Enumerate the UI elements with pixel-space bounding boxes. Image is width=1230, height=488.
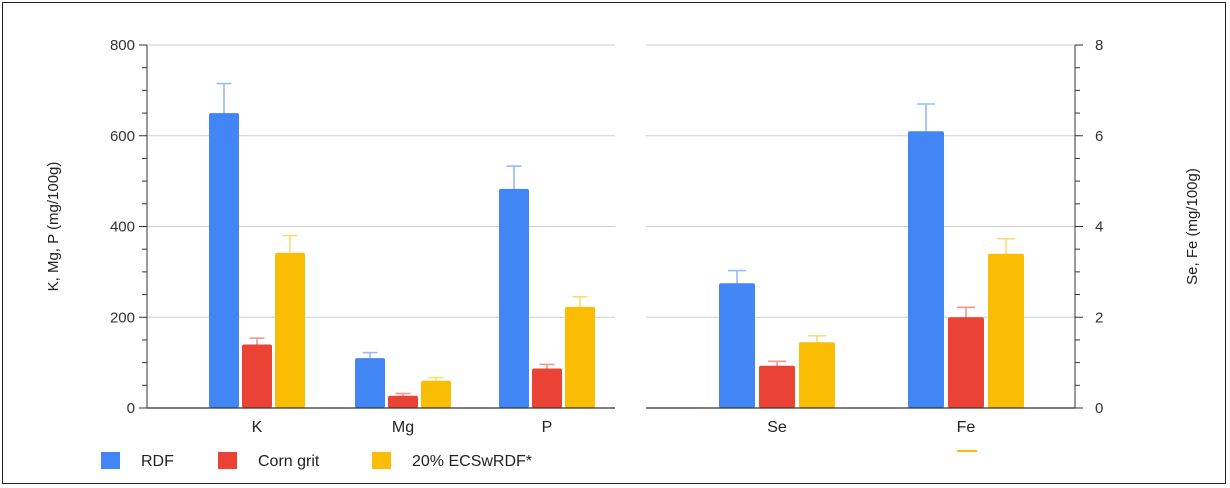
bar-20-ecswrdf-fe (988, 253, 1024, 408)
x-category-label: P (542, 419, 553, 436)
y-tick-label: 0 (1095, 400, 1103, 417)
error-bar-rdf-mg (362, 351, 378, 365)
error-bar-20-ecswrdf-k (282, 234, 298, 271)
y-tick-label: 0 (127, 400, 135, 417)
y-tick-label: 600 (110, 128, 135, 145)
legend: RDF Corn grit 20% ECSwRDF* (101, 450, 977, 470)
error-bar-corn-grit-fe (957, 306, 975, 329)
legend-item-corn-grit: Corn grit (218, 452, 320, 470)
bar-rdf-fe (908, 131, 944, 408)
bar-corn-grit-fe (948, 317, 984, 408)
legend-item-rdf: RDF (101, 452, 174, 470)
error-bar-rdf-p (506, 165, 522, 213)
error-bar-rdf-k (216, 82, 232, 144)
y-tick-label: 4 (1095, 219, 1103, 236)
error-bar-corn-grit-se (768, 360, 786, 372)
bar-20-ecswrdf-k (275, 252, 305, 408)
x-category-label: Fe (957, 419, 976, 436)
right-axis-title: Se, Fe (mg/100g) (1184, 168, 1201, 285)
labels: 0 200 400 600 800 K Mg P K, Mg, P (mg/100g) 0 2 4 6 8… (45, 37, 1201, 436)
x-category-label: Mg (392, 419, 414, 436)
bar-rdf-se (719, 283, 755, 408)
bar-rdf-p (499, 188, 529, 408)
error-bar-20-ecswrdf-se (808, 335, 826, 350)
error-bar-20-ecswrdf-fe (997, 237, 1015, 270)
error-bar-corn-grit-p (539, 363, 555, 374)
left-axis-title: K, Mg, P (mg/100g) (45, 162, 62, 292)
legend-swatch (218, 452, 237, 469)
error-bar-20-ecswrdf-p (572, 296, 588, 318)
legend-label: 20% ECSwRDF* (412, 453, 532, 470)
legend-item-20-ecswrdf: 20% ECSwRDF* (372, 452, 532, 470)
bar-rdf-k (209, 113, 239, 408)
bars (209, 82, 1024, 408)
bar-corn-grit-p (532, 368, 562, 408)
legend-swatch (372, 452, 391, 469)
legend-swatch (101, 452, 120, 469)
bar-rdf-mg (355, 358, 385, 408)
bar-20-ecswrdf-mg (421, 380, 451, 408)
y-tick-label: 6 (1095, 128, 1103, 145)
error-bar-rdf-fe (917, 103, 935, 160)
legend-label: RDF (141, 453, 174, 470)
y-tick-label: 200 (110, 309, 135, 326)
bar-20-ecswrdf-p (565, 306, 595, 408)
y-tick-label: 8 (1095, 37, 1103, 54)
error-bar-20-ecswrdf-mg (428, 376, 444, 385)
bar-corn-grit-se (759, 365, 795, 408)
legend-label: Corn grit (258, 453, 320, 470)
bar-corn-grit-k (242, 344, 272, 408)
y-tick-label: 800 (110, 37, 135, 54)
x-category-label: Se (767, 419, 787, 436)
y-tick-label: 400 (110, 219, 135, 236)
bar-20-ecswrdf-se (799, 342, 835, 408)
error-bar-corn-grit-k (249, 337, 265, 352)
x-category-label: K (252, 419, 263, 436)
axes (139, 44, 1083, 409)
error-bar-corn-grit-mg (395, 392, 411, 399)
error-bar-rdf-se (728, 269, 746, 297)
y-tick-label: 2 (1095, 309, 1103, 326)
